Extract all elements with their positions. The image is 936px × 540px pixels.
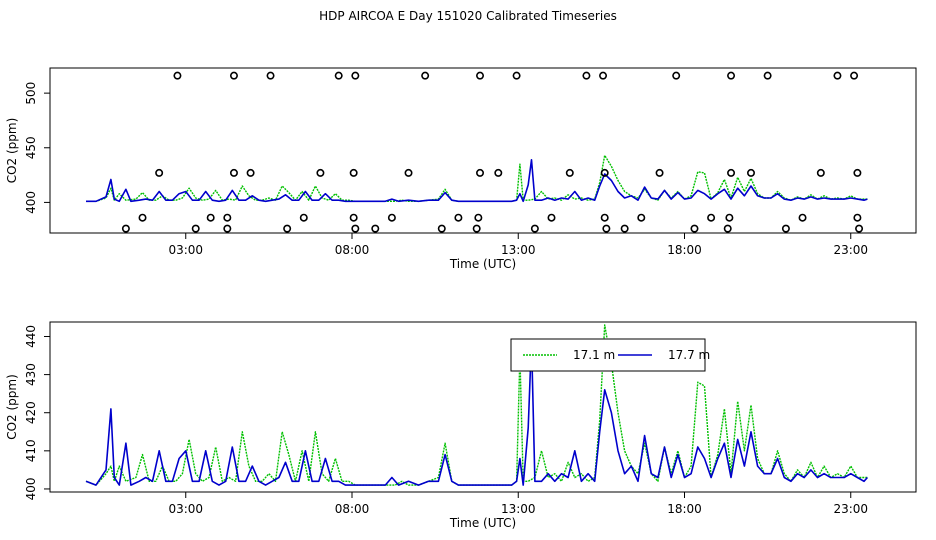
calibration-point (620, 224, 629, 233)
calibration-point (246, 168, 255, 177)
calibration-point (191, 224, 200, 233)
calibration-point (512, 71, 521, 80)
legend-label-2: 17.7 m (668, 348, 710, 362)
panel-2: 03:00 08:00 13:00 18:00 23:00 400 410 420 430 440… (5, 321, 917, 530)
x-tick-label: 13:00 (501, 502, 536, 516)
y-tick-label: 420 (24, 401, 38, 424)
calibration-point (173, 71, 182, 80)
calibration-point (530, 224, 539, 233)
y-tick-label: 400 (24, 477, 38, 500)
calibration-point (299, 213, 308, 222)
calibration-point (351, 71, 360, 80)
calibration-point (853, 213, 862, 222)
calibration-point (599, 71, 608, 80)
calibration-point (371, 224, 380, 233)
series-line-2 (86, 159, 868, 203)
series-line-2 (85, 339, 868, 486)
calibration-point (404, 168, 413, 177)
calibration-point (547, 213, 556, 222)
legend: 17.1 m 17.7 m (510, 338, 710, 372)
calibration-point (437, 224, 446, 233)
calibration-point (746, 168, 755, 177)
y-tick-label: 440 (24, 325, 38, 348)
calibration-point (387, 213, 396, 222)
x-tick-label: 23:00 (833, 502, 868, 516)
x-tick-label: 03:00 (168, 502, 203, 516)
calibration-point (283, 224, 292, 233)
calibration-point (600, 168, 609, 177)
calibration-point (494, 168, 503, 177)
calibration-point (476, 71, 485, 80)
chart-title: HDP AIRCOA E Day 151020 Calibrated Times… (319, 9, 617, 23)
calibration-point (454, 213, 463, 222)
calibration-point (223, 224, 232, 233)
calibration-point (725, 213, 734, 222)
x-tick-label: 23:00 (833, 243, 868, 257)
calibration-point (727, 168, 736, 177)
calibration-point (763, 71, 772, 80)
calibration-point (476, 168, 485, 177)
x-tick-label: 18:00 (667, 243, 702, 257)
calibration-point (798, 213, 807, 222)
calibration-point (351, 224, 360, 233)
calibration-point (138, 213, 147, 222)
calibration-point (833, 71, 842, 80)
y-tick-label: 450 (24, 136, 38, 159)
x-tick-label: 08:00 (335, 502, 370, 516)
plot-frame (49, 67, 917, 234)
y-axis-label: CO2 (ppm) (5, 118, 19, 184)
legend-label-1: 17.1 m (573, 348, 615, 362)
panel-1: 03:00 08:00 13:00 18:00 23:00 400 450 500 Time (… (5, 67, 917, 271)
plot-frame (49, 321, 917, 493)
calibration-point (565, 168, 574, 177)
calibration-point (602, 224, 611, 233)
calibration-point (855, 224, 864, 233)
x-tick-label: 08:00 (335, 243, 370, 257)
x-axis-label: Time (UTC) (449, 257, 516, 271)
legend-box (510, 338, 706, 372)
calibration-point (707, 213, 716, 222)
calibration-point (421, 71, 430, 80)
calibration-point (723, 224, 732, 233)
calibration-point (155, 168, 164, 177)
x-tick-label: 18:00 (667, 502, 702, 516)
calibration-point (206, 213, 215, 222)
calibration-point (672, 71, 681, 80)
calibration-point (850, 71, 859, 80)
calibration-point (334, 71, 343, 80)
calibration-point (690, 224, 699, 233)
y-tick-label: 400 (24, 191, 38, 214)
y-tick-label: 410 (24, 439, 38, 462)
calibration-point (316, 168, 325, 177)
x-tick-label: 03:00 (168, 243, 203, 257)
calibration-point (637, 213, 646, 222)
x-tick-label: 13:00 (501, 243, 536, 257)
calibration-point (349, 213, 358, 222)
calibration-point (582, 71, 591, 80)
calibration-point (223, 213, 232, 222)
calibration-point (600, 213, 609, 222)
calibration-point (816, 168, 825, 177)
calibration-point (349, 168, 358, 177)
y-tick-label: 430 (24, 363, 38, 386)
calibration-point (229, 168, 238, 177)
calibration-point (655, 168, 664, 177)
calibration-point (853, 168, 862, 177)
calibration-point (229, 71, 238, 80)
calibration-point (727, 71, 736, 80)
y-tick-label: 500 (24, 82, 38, 105)
calibration-point (266, 71, 275, 80)
calibration-point (472, 224, 481, 233)
y-axis-label: CO2 (ppm) (5, 374, 19, 440)
calibration-point (474, 213, 483, 222)
x-axis-label: Time (UTC) (449, 516, 516, 530)
calibration-point (781, 224, 790, 233)
calibration-point (121, 224, 130, 233)
